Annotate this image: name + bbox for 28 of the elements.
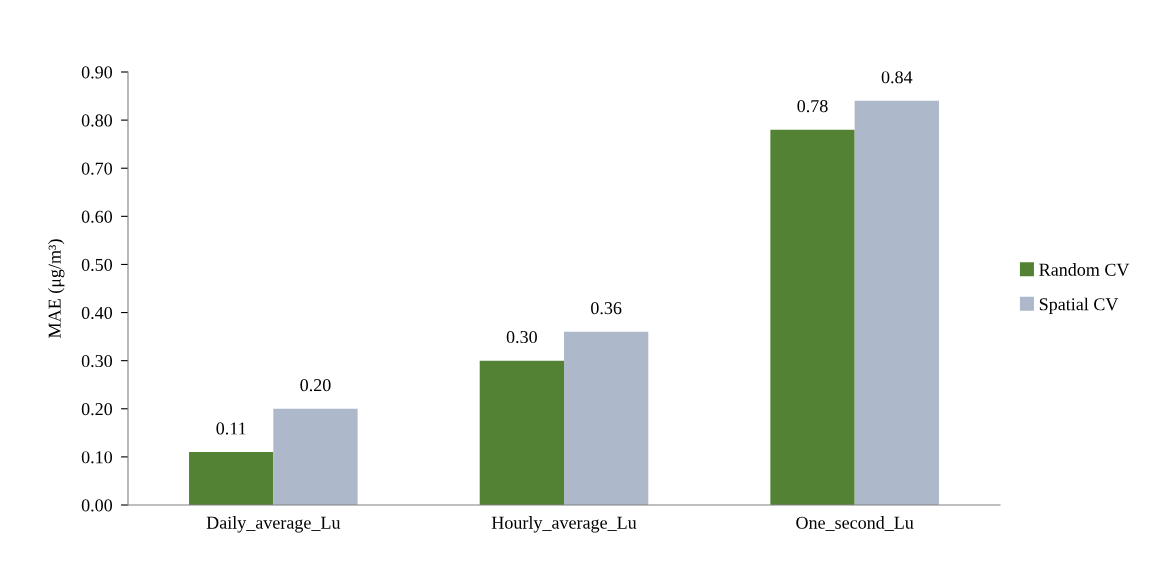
x-tick-label: Hourly_average_Lu [491, 516, 637, 533]
legend-label: Spatial CV [1039, 297, 1119, 315]
y-tick-label: 0.70 [81, 162, 113, 175]
bar [564, 331, 649, 505]
data-label: 0.84 [881, 71, 913, 84]
y-axis-title: MAE (μg/m³) [48, 239, 65, 338]
y-tick-label: 0.40 [81, 306, 113, 320]
data-label: 0.30 [506, 330, 537, 344]
y-tick-label: 0.00 [81, 499, 113, 512]
x-tick-label: One_second_Lu [796, 516, 914, 531]
legend-label: Random CV [1039, 263, 1130, 276]
y-tick-label: 0.20 [81, 403, 113, 416]
y-tick-label: 0.50 [81, 258, 113, 271]
data-label: 0.36 [591, 302, 622, 315]
y-tick-label: 0.60 [81, 210, 113, 223]
data-label: 0.20 [300, 379, 331, 392]
bar [273, 408, 358, 505]
y-tick-label: 0.90 [81, 66, 113, 79]
bar [189, 452, 274, 505]
data-label: 0.11 [216, 422, 246, 435]
data-label: 0.78 [797, 99, 828, 113]
y-tick-label: 0.30 [81, 354, 113, 368]
bar [479, 360, 564, 505]
y-tick-label: 0.80 [81, 114, 113, 127]
bar [770, 129, 855, 505]
bar [854, 100, 939, 505]
y-tick-label: 0.10 [81, 451, 113, 464]
x-tick-label: Daily_average_Lu [206, 516, 341, 533]
